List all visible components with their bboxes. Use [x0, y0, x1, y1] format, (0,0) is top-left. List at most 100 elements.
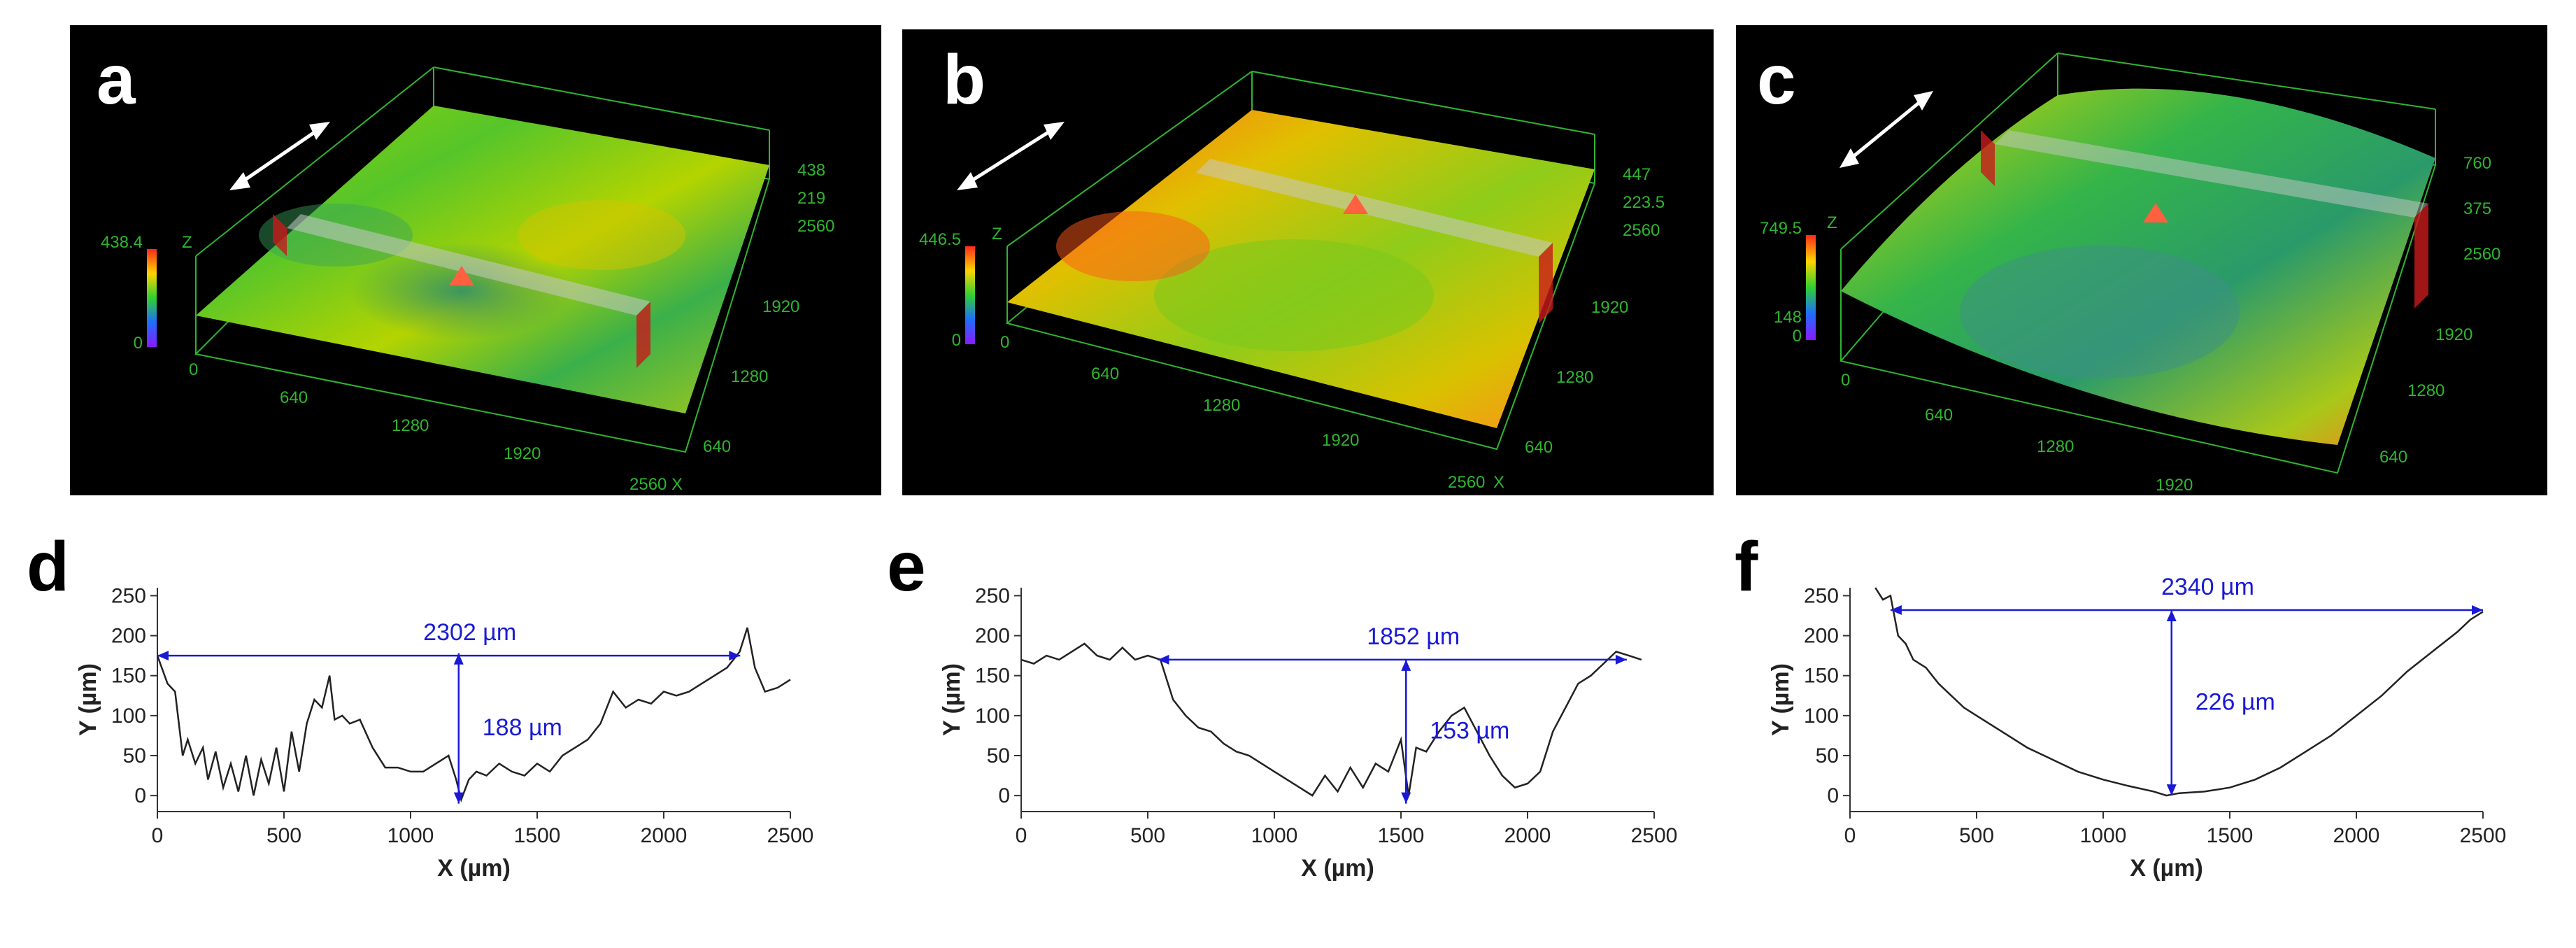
- panel-letter-d: d: [27, 528, 70, 606]
- panel-letter-e: e: [887, 528, 926, 606]
- x-tick-b-0: 0: [1000, 333, 1009, 352]
- x-tick-label: 1000: [2080, 824, 2127, 847]
- x-tick-label: 0: [1016, 824, 1027, 847]
- x-axis-label: X (µm): [1301, 855, 1374, 882]
- y-tick-label: 150: [975, 665, 1010, 688]
- x-tick-label: 1000: [387, 824, 434, 847]
- arrow-head: [157, 651, 169, 661]
- y-tick-c-0: 1920: [2435, 325, 2472, 344]
- y-tick-c-1: 1280: [2407, 381, 2445, 400]
- z-label-a: Z: [182, 233, 192, 252]
- depth-label: 188 µm: [483, 714, 562, 741]
- x-tick-label: 1500: [1378, 824, 1425, 847]
- y-tick-label: 250: [1804, 584, 1839, 607]
- y-axis-label: Y (µm): [1767, 663, 1794, 736]
- depth-label: 153 µm: [1430, 718, 1509, 744]
- y-tick-b-1: 1280: [1556, 368, 1593, 387]
- y-tick-label: 250: [111, 584, 146, 607]
- panel-letter-a: a: [97, 41, 136, 119]
- marker-triangle-c: [2143, 203, 2168, 222]
- x-tick-label: 2500: [767, 824, 814, 847]
- profile-chart-e: 0 50 100 150 200 250 0 500 1000 1500 2000 2500 X (µm…: [864, 574, 1724, 938]
- arrow-head: [1615, 654, 1627, 665]
- x-tick-a-4: 2560: [629, 475, 667, 494]
- z-tick-a-1: 219: [797, 189, 825, 208]
- x-tick-c-3: 1920: [2156, 476, 2193, 495]
- y-tick-label: 100: [111, 705, 146, 728]
- x-tick-label: 2000: [641, 824, 688, 847]
- x-tick-c-1: 640: [1925, 406, 1953, 425]
- y-tick-label: 150: [1804, 665, 1839, 688]
- arrow-head: [729, 651, 741, 661]
- y-tick-b-2: 640: [1525, 438, 1553, 457]
- y-axis-label: Y (µm): [75, 663, 101, 736]
- y-tick-label: 100: [975, 705, 1010, 728]
- arrow-head: [2166, 610, 2177, 621]
- y-tick-a-0: 1920: [762, 297, 799, 316]
- surface-3d-a: 438.4 0 Z 438 219 2560 1920 1280 640 0 6…: [101, 66, 834, 494]
- profile-plane-c: [1995, 130, 2428, 218]
- z-tick-a-0: 438: [797, 161, 825, 180]
- x-tick-label: 1500: [514, 824, 561, 847]
- surface-3d-b: 446.5 0 Z 447 223.5 2560 1920 1280 640 0…: [919, 71, 1665, 492]
- x-tick-b-2: 1280: [1203, 396, 1240, 415]
- z-tick-c-0: 760: [2463, 154, 2491, 173]
- x-tick-label: 500: [1959, 824, 1994, 847]
- profile-plane-a: [287, 214, 650, 316]
- y-tick-label: 0: [998, 784, 1010, 807]
- scale-min-c: 0: [1793, 327, 1802, 346]
- profile-chart-d: 0 50 100 150 200 250 0 500 1000 1500 2000 2500 X (µm…: [0, 574, 860, 938]
- x-tick-label: 1500: [2207, 824, 2254, 847]
- width-label: 1852 µm: [1367, 623, 1460, 650]
- y-tick-label: 200: [975, 625, 1010, 648]
- y-tick-label: 0: [1827, 784, 1839, 807]
- arrow-head: [1158, 654, 1169, 665]
- arrow-head: [2166, 784, 2177, 796]
- x-tick-label: 2000: [1504, 824, 1551, 847]
- color-scale-b: [965, 246, 975, 344]
- y-tick-label: 150: [111, 665, 146, 688]
- y-tick-label: 50: [1816, 744, 1839, 767]
- x-tick-b-4: 2560: [1448, 473, 1485, 492]
- profile-line: [1020, 642, 1642, 797]
- scale-mid-c: 148: [1774, 308, 1802, 327]
- x-tick-label: 0: [1844, 824, 1856, 847]
- z-tick-c-2: 2560: [2463, 245, 2500, 264]
- arrow-head: [1401, 659, 1411, 671]
- y-axis-label: Y (µm): [939, 663, 965, 736]
- surface-panel-c: 749.5 148 0 Z 760 375 2560 1920 1280 640…: [1736, 25, 2547, 495]
- marker-triangle-b: [1343, 194, 1368, 214]
- direction-arrow-c: [1840, 91, 1933, 168]
- y-tick-a-1: 1280: [731, 367, 768, 386]
- profile-line: [156, 627, 791, 803]
- scale-min-a: 0: [134, 334, 143, 353]
- y-tick-label: 0: [134, 784, 146, 807]
- color-scale-a: [147, 249, 157, 347]
- z-label-b: Z: [992, 225, 1002, 243]
- x-tick-label: 500: [266, 824, 301, 847]
- x-tick-c-0: 0: [1841, 371, 1850, 390]
- x-label-a: X: [671, 475, 683, 494]
- x-tick-a-3: 1920: [504, 444, 541, 463]
- arrow-head: [1890, 605, 1902, 615]
- x-tick-a-2: 1280: [392, 416, 429, 435]
- surface-panel-b: 446.5 0 Z 447 223.5 2560 1920 1280 640 0…: [902, 29, 1714, 495]
- x-tick-label: 2500: [1631, 824, 1678, 847]
- x-tick-a-1: 640: [280, 388, 308, 407]
- x-axis-label: X (µm): [2130, 855, 2203, 882]
- profile-chart-f: 0 50 100 150 200 250 0 500 1000 1500 2000 2500 X (µm…: [1724, 574, 2576, 938]
- z-tick-c-1: 375: [2463, 199, 2491, 218]
- profile-line: [1874, 587, 2484, 797]
- arrow-head: [453, 792, 464, 804]
- profile-plane-b: [1196, 159, 1553, 257]
- x-tick-label: 0: [152, 824, 164, 847]
- x-tick-label: 2000: [2333, 824, 2380, 847]
- panel-letter-f: f: [1735, 528, 1758, 606]
- panel-letter-b: b: [943, 41, 986, 119]
- y-tick-b-0: 1920: [1591, 298, 1628, 317]
- y-tick-a-2: 640: [703, 437, 731, 456]
- x-tick-b-1: 640: [1091, 365, 1119, 383]
- x-tick-label: 500: [1130, 824, 1165, 847]
